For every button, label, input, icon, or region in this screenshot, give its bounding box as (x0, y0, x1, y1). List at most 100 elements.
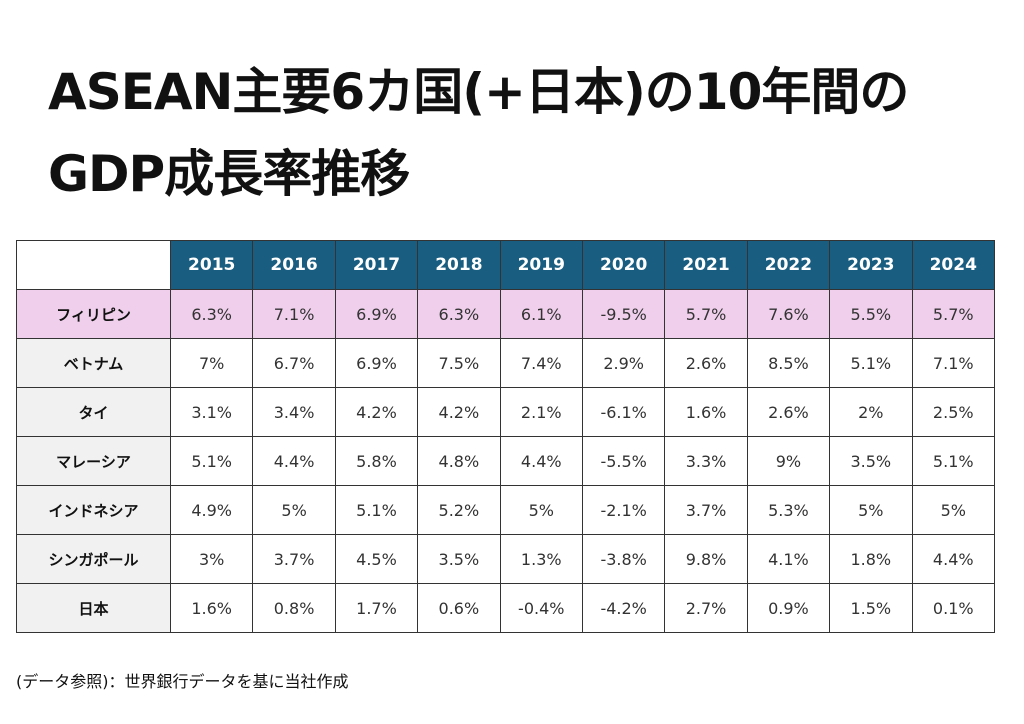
corner-cell (16, 240, 171, 290)
growth-cell: 5% (829, 485, 913, 535)
page-title-line1: ASEAN主要6カ国(+日本)の10年間の (48, 63, 909, 121)
growth-cell: 5.7% (911, 289, 996, 339)
growth-cell: 3.7% (664, 485, 748, 535)
growth-cell: 2% (829, 387, 913, 437)
growth-cell: 1.6% (664, 387, 748, 437)
growth-cell: 1.8% (829, 534, 913, 584)
growth-cell: 0.8% (252, 583, 336, 633)
growth-cell: -6.1% (581, 387, 666, 437)
table-row: マレーシア 5.1% 4.4% 5.8% 4.8% 4.4% -5.5% 3.3% 9% 3.5%… (16, 436, 996, 486)
growth-cell: 4.9% (169, 485, 254, 535)
growth-cell: 5% (252, 485, 336, 535)
year-header: 2020 (581, 240, 666, 290)
growth-cell: 4.4% (252, 436, 336, 486)
growth-cell: -0.4% (499, 583, 583, 633)
growth-cell: 3.4% (252, 387, 336, 437)
growth-cell: 4.5% (334, 534, 419, 584)
growth-cell: 6.1% (499, 289, 583, 339)
table-row: 日本 1.6% 0.8% 1.7% 0.6% -0.4% -4.2% 2.7% 0.9% 1.5%… (16, 583, 996, 633)
gdp-growth-table: 2015 2016 2017 2018 2019 2020 2021 2022 2023 2024… (16, 240, 996, 633)
growth-cell: 6.7% (252, 338, 336, 388)
growth-cell: 6.9% (334, 338, 419, 388)
growth-cell: 3.3% (664, 436, 748, 486)
table-row: タイ 3.1% 3.4% 4.2% 4.2% 2.1% -6.1% 1.6% 2.6% 2% 2.5… (16, 387, 996, 437)
growth-cell: 3.1% (169, 387, 254, 437)
growth-cell: 2.7% (664, 583, 748, 633)
growth-cell: -2.1% (581, 485, 666, 535)
growth-cell: 6.3% (169, 289, 254, 339)
growth-cell: 5.8% (334, 436, 419, 486)
growth-cell: 2.1% (499, 387, 583, 437)
growth-cell: 4.4% (911, 534, 996, 584)
year-header: 2019 (499, 240, 583, 290)
growth-cell: 0.6% (417, 583, 501, 633)
growth-cell: 4.1% (746, 534, 831, 584)
growth-cell: 2.9% (581, 338, 666, 388)
growth-cell: 9% (746, 436, 831, 486)
growth-cell: 5.5% (829, 289, 913, 339)
growth-cell: -9.5% (581, 289, 666, 339)
growth-cell: 2.6% (746, 387, 831, 437)
growth-cell: 4.4% (499, 436, 583, 486)
growth-cell: 5.1% (911, 436, 996, 486)
growth-cell: 2.5% (911, 387, 996, 437)
table-row: インドネシア 4.9% 5% 5.1% 5.2% 5% -2.1% 3.7% 5.3% 5% 5% (16, 485, 996, 535)
growth-cell: 6.9% (334, 289, 419, 339)
growth-cell: 7.1% (911, 338, 996, 388)
footnote: (データ参照)：世界銀行データを基に当社作成 (16, 672, 349, 691)
growth-cell: 3% (169, 534, 254, 584)
table-row: シンガポール 3% 3.7% 4.5% 3.5% 1.3% -3.8% 9.8% 4.1% 1.8… (16, 534, 996, 584)
growth-cell: 7.6% (746, 289, 831, 339)
country-label: シンガポール (16, 534, 171, 584)
country-label: タイ (16, 387, 171, 437)
year-header: 2024 (911, 240, 996, 290)
table-row: フィリピン 6.3% 7.1% 6.9% 6.3% 6.1% -9.5% 5.7% 7.6% 5.… (16, 289, 996, 339)
growth-cell: 4.2% (417, 387, 501, 437)
country-label: インドネシア (16, 485, 171, 535)
growth-cell: 9.8% (664, 534, 748, 584)
growth-cell: 7% (169, 338, 254, 388)
growth-cell: 2.6% (664, 338, 748, 388)
growth-cell: -5.5% (581, 436, 666, 486)
growth-cell: 5.2% (417, 485, 501, 535)
year-header: 2021 (664, 240, 748, 290)
growth-cell: 4.8% (417, 436, 501, 486)
growth-cell: 7.1% (252, 289, 336, 339)
growth-cell: 5% (911, 485, 996, 535)
growth-cell: 3.5% (829, 436, 913, 486)
header-row: 2015 2016 2017 2018 2019 2020 2021 2022 2023 2024 (16, 240, 996, 290)
growth-cell: -3.8% (581, 534, 666, 584)
year-header: 2018 (417, 240, 501, 290)
growth-cell: 1.5% (829, 583, 913, 633)
growth-cell: 7.4% (499, 338, 583, 388)
growth-cell: 1.7% (334, 583, 419, 633)
country-label: フィリピン (16, 289, 171, 339)
country-label: ベトナム (16, 338, 171, 388)
growth-cell: 7.5% (417, 338, 501, 388)
growth-cell: 5% (499, 485, 583, 535)
year-header: 2023 (829, 240, 913, 290)
growth-cell: 5.7% (664, 289, 748, 339)
growth-cell: 6.3% (417, 289, 501, 339)
growth-cell: 8.5% (746, 338, 831, 388)
growth-cell: 5.3% (746, 485, 831, 535)
growth-cell: 4.2% (334, 387, 419, 437)
growth-cell: -4.2% (581, 583, 666, 633)
growth-cell: 1.3% (499, 534, 583, 584)
growth-cell: 5.1% (829, 338, 913, 388)
country-label: マレーシア (16, 436, 171, 486)
growth-cell: 0.9% (746, 583, 831, 633)
growth-cell: 1.6% (169, 583, 254, 633)
table-row: ベトナム 7% 6.7% 6.9% 7.5% 7.4% 2.9% 2.6% 8.5% 5.1% 7.… (16, 338, 996, 388)
growth-cell: 3.7% (252, 534, 336, 584)
country-label: 日本 (16, 583, 171, 633)
year-header: 2022 (746, 240, 831, 290)
growth-cell: 0.1% (911, 583, 996, 633)
growth-cell: 5.1% (169, 436, 254, 486)
year-header: 2015 (169, 240, 254, 290)
year-header: 2016 (252, 240, 336, 290)
growth-cell: 3.5% (417, 534, 501, 584)
year-header: 2017 (334, 240, 419, 290)
page-title-line2: GDP成長率推移 (48, 145, 410, 203)
growth-cell: 5.1% (334, 485, 419, 535)
